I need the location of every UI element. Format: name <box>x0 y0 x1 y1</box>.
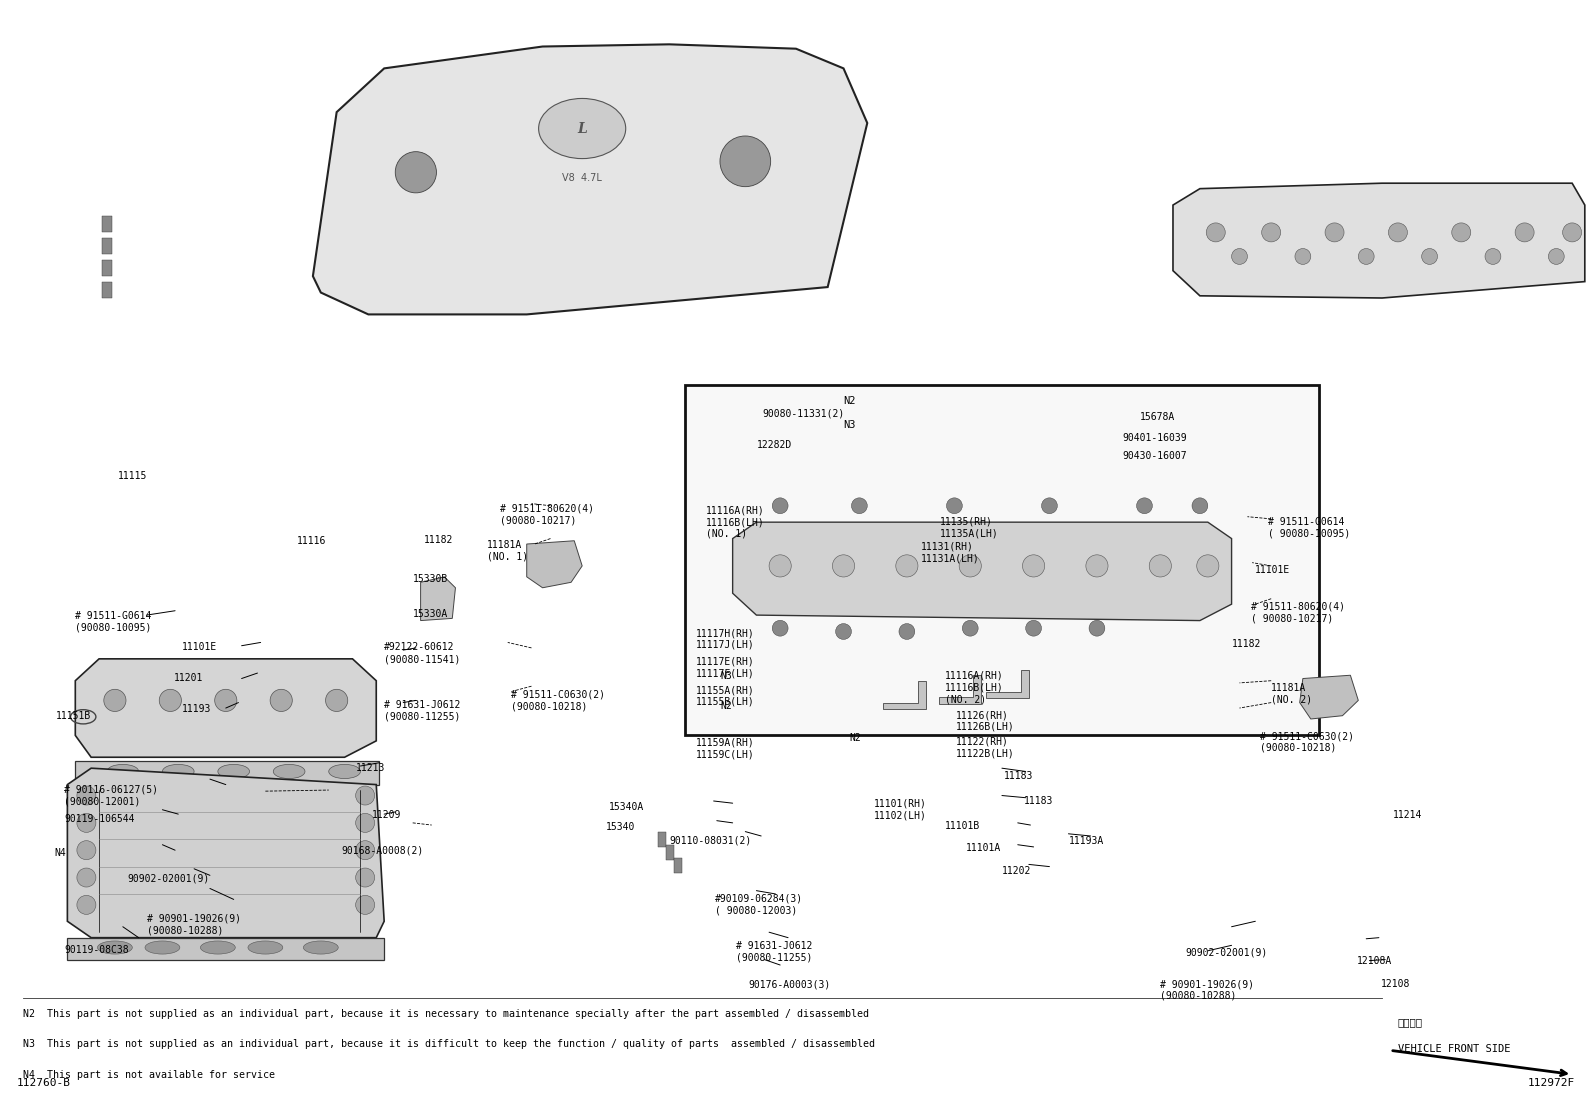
Bar <box>657 832 665 847</box>
Circle shape <box>103 689 126 711</box>
Circle shape <box>772 498 788 513</box>
Circle shape <box>833 555 855 577</box>
Circle shape <box>1197 555 1219 577</box>
Text: 11126(RH)
11126B(LH): 11126(RH) 11126B(LH) <box>955 710 1014 732</box>
Circle shape <box>1262 223 1280 242</box>
Polygon shape <box>985 669 1028 698</box>
Text: 15330A: 15330A <box>412 609 447 619</box>
Circle shape <box>76 841 96 859</box>
Text: 11209: 11209 <box>371 810 401 820</box>
Text: 12108A: 12108A <box>1356 956 1391 966</box>
Circle shape <box>1325 223 1344 242</box>
Text: L: L <box>578 122 587 135</box>
Text: 11117E(RH)
11117F(LH): 11117E(RH) 11117F(LH) <box>696 657 755 678</box>
Text: 12282D: 12282D <box>756 441 791 451</box>
Text: 11101E: 11101E <box>181 643 217 653</box>
Text: 11135(RH)
11135A(LH): 11135(RH) 11135A(LH) <box>941 517 998 539</box>
Text: 11193: 11193 <box>181 703 210 713</box>
Text: 112760-B: 112760-B <box>16 1078 70 1088</box>
Ellipse shape <box>538 99 626 158</box>
Text: 90080-11331(2): 90080-11331(2) <box>763 409 845 419</box>
Text: 11181A
(NO. 1): 11181A (NO. 1) <box>487 540 529 562</box>
Text: VEHICLE FRONT SIDE: VEHICLE FRONT SIDE <box>1398 1044 1511 1054</box>
Circle shape <box>769 555 791 577</box>
Polygon shape <box>939 675 981 703</box>
Circle shape <box>1563 223 1581 242</box>
Ellipse shape <box>97 941 132 954</box>
Circle shape <box>326 689 347 711</box>
Text: #92122-60612
(90080-11541): #92122-60612 (90080-11541) <box>384 643 460 664</box>
Text: # 91511-G0614
( 90080-10095): # 91511-G0614 ( 90080-10095) <box>1267 517 1350 539</box>
Ellipse shape <box>274 765 306 778</box>
Ellipse shape <box>328 765 360 778</box>
Text: 11122(RH)
11122B(LH): 11122(RH) 11122B(LH) <box>955 736 1014 758</box>
Text: N4: N4 <box>54 848 67 858</box>
Text: 11115: 11115 <box>118 470 148 480</box>
Circle shape <box>852 498 868 513</box>
Text: N2: N2 <box>844 397 856 407</box>
Circle shape <box>355 813 374 832</box>
Text: 90902-02001(9): 90902-02001(9) <box>1186 947 1267 957</box>
Circle shape <box>1089 620 1105 636</box>
Polygon shape <box>732 522 1232 621</box>
Text: 11214: 11214 <box>1393 810 1423 820</box>
Text: # 91631-J0612
(90080-11255): # 91631-J0612 (90080-11255) <box>736 941 812 963</box>
Text: V8  4.7L: V8 4.7L <box>562 173 602 182</box>
Circle shape <box>1207 223 1226 242</box>
Text: 15340A: 15340A <box>610 802 645 812</box>
Text: 11202: 11202 <box>1001 866 1032 876</box>
Polygon shape <box>884 680 927 709</box>
Text: N2: N2 <box>720 701 732 711</box>
Circle shape <box>159 689 181 711</box>
Circle shape <box>1549 248 1565 265</box>
Text: 11193A: 11193A <box>1068 836 1103 846</box>
Text: 15330B: 15330B <box>412 574 447 584</box>
Circle shape <box>1086 555 1108 577</box>
Text: 11183: 11183 <box>1003 771 1033 781</box>
Text: 11101(RH)
11102(LH): 11101(RH) 11102(LH) <box>874 799 927 821</box>
Text: # 91631-J0612
(90080-11255): # 91631-J0612 (90080-11255) <box>384 700 460 722</box>
Circle shape <box>1041 498 1057 513</box>
Text: 11101A: 11101A <box>965 843 1001 853</box>
Circle shape <box>1358 248 1374 265</box>
Circle shape <box>896 555 919 577</box>
Circle shape <box>1422 248 1438 265</box>
Polygon shape <box>67 768 384 937</box>
Bar <box>665 845 673 861</box>
Text: 11116A(RH)
11116B(LH)
(NO. 1): 11116A(RH) 11116B(LH) (NO. 1) <box>705 506 764 539</box>
Circle shape <box>355 786 374 806</box>
Polygon shape <box>527 541 583 588</box>
Ellipse shape <box>304 941 338 954</box>
Circle shape <box>962 620 977 636</box>
Polygon shape <box>1173 184 1584 298</box>
Text: 11183: 11183 <box>1024 796 1054 806</box>
Bar <box>102 281 111 298</box>
Text: # 91511-80620(4)
(90080-10217): # 91511-80620(4) (90080-10217) <box>500 503 594 525</box>
Ellipse shape <box>145 941 180 954</box>
Text: 11201: 11201 <box>174 673 202 684</box>
Ellipse shape <box>107 765 139 778</box>
Circle shape <box>1294 248 1310 265</box>
Text: 90110-08031(2): 90110-08031(2) <box>669 836 751 846</box>
Text: 90430-16007: 90430-16007 <box>1122 451 1188 462</box>
Bar <box>102 259 111 276</box>
Circle shape <box>947 498 962 513</box>
Bar <box>67 937 384 959</box>
Bar <box>75 761 379 785</box>
Text: 11101B: 11101B <box>946 821 981 831</box>
Circle shape <box>76 896 96 914</box>
Circle shape <box>958 555 981 577</box>
Text: 11116: 11116 <box>298 536 326 546</box>
Text: 15340: 15340 <box>607 822 635 832</box>
Text: # 91511-G0614
(90080-10095): # 91511-G0614 (90080-10095) <box>75 611 151 632</box>
Circle shape <box>395 152 436 192</box>
Circle shape <box>76 813 96 832</box>
Text: 90401-16039: 90401-16039 <box>1122 433 1188 443</box>
Circle shape <box>1025 620 1041 636</box>
Text: 90176-A0003(3): 90176-A0003(3) <box>748 979 831 989</box>
Circle shape <box>1388 223 1407 242</box>
Text: 90902-02001(9): 90902-02001(9) <box>127 874 210 884</box>
Circle shape <box>1485 248 1501 265</box>
Text: 11181A
(NO. 2): 11181A (NO. 2) <box>1270 682 1312 704</box>
Circle shape <box>720 136 771 187</box>
